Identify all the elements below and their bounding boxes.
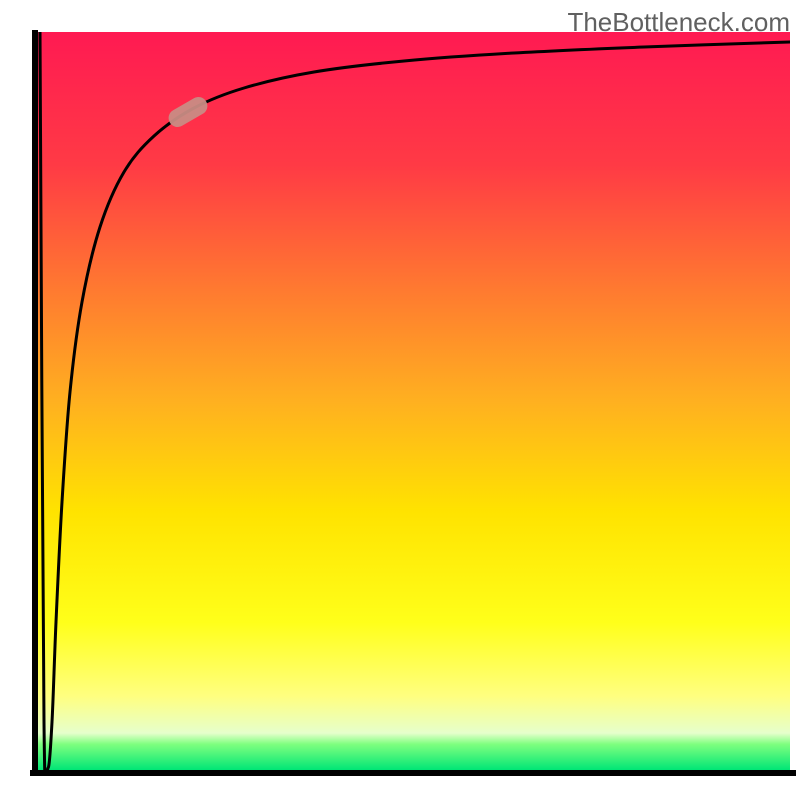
bottleneck-curve (34, 32, 790, 770)
y-axis (32, 30, 38, 776)
x-axis (30, 770, 796, 776)
watermark-text: TheBottleneck.com (567, 7, 790, 38)
figure-canvas: TheBottleneck.com (0, 0, 800, 800)
plot-area (34, 32, 790, 770)
